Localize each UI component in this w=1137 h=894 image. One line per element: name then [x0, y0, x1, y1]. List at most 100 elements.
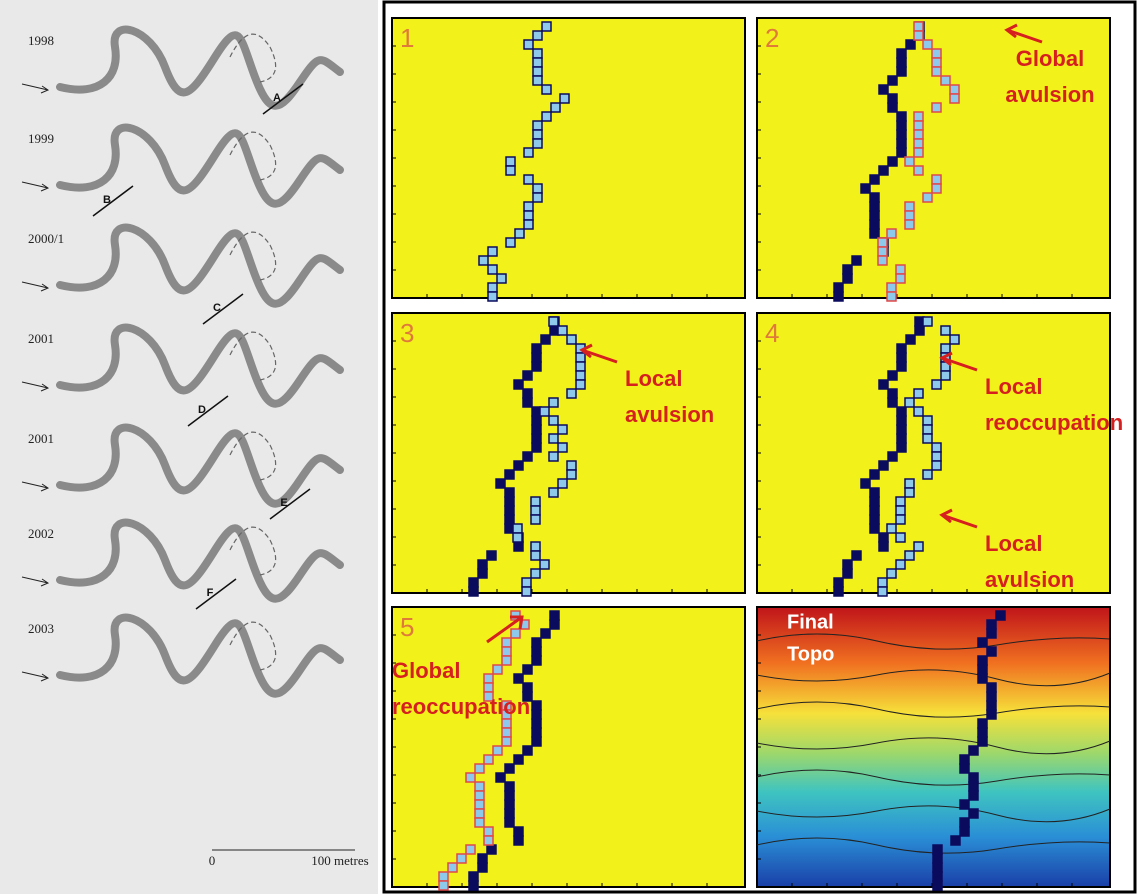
annotation: avulsion — [625, 402, 714, 427]
channel-cell — [484, 683, 493, 692]
channel-cell — [897, 112, 906, 121]
channel-cell — [861, 184, 870, 193]
channel-cell — [897, 434, 906, 443]
channel-cell — [439, 881, 448, 890]
channel-cell — [466, 773, 475, 782]
panel-number: 4 — [765, 318, 779, 348]
channel-cell — [933, 863, 942, 872]
channel-cell — [861, 479, 870, 488]
year-label: 2001 — [28, 331, 54, 346]
channel-cell — [567, 461, 576, 470]
channel-cell — [505, 515, 514, 524]
channel-cell — [905, 398, 914, 407]
channel-cell — [549, 452, 558, 461]
year-label: 2002 — [28, 526, 54, 541]
channel-cell — [843, 560, 852, 569]
channel-cell — [523, 746, 532, 755]
channel-cell — [897, 353, 906, 362]
channel-cell — [475, 791, 484, 800]
channel-cell — [533, 67, 542, 76]
annotation: Global — [1016, 46, 1084, 71]
panel-bg — [392, 607, 745, 887]
channel-cell — [479, 256, 488, 265]
channel-cell — [897, 58, 906, 67]
channel-cell — [475, 764, 484, 773]
channel-cell — [906, 335, 915, 344]
channel-cell — [978, 656, 987, 665]
channel-cell — [987, 683, 996, 692]
channel-cell — [897, 344, 906, 353]
channel-cell — [505, 791, 514, 800]
channel-cell — [897, 49, 906, 58]
channel-cell — [960, 755, 969, 764]
channel-cell — [960, 800, 969, 809]
channel-cell — [960, 818, 969, 827]
channel-cell — [905, 488, 914, 497]
channel-cell — [541, 335, 550, 344]
channel-cell — [524, 202, 533, 211]
channel-cell — [505, 497, 514, 506]
channel-cell — [878, 256, 887, 265]
channel-cell — [488, 292, 497, 301]
channel-cell — [549, 488, 558, 497]
channel-cell — [550, 620, 559, 629]
channel-cell — [514, 461, 523, 470]
channel-cell — [532, 701, 541, 710]
channel-cell — [532, 443, 541, 452]
scale-start: 0 — [209, 853, 216, 868]
annotation: Local — [985, 531, 1042, 556]
channel-cell — [834, 283, 843, 292]
section-label: D — [198, 404, 206, 416]
channel-cell — [852, 551, 861, 560]
channel-cell — [870, 202, 879, 211]
channel-cell — [897, 362, 906, 371]
channel-cell — [532, 719, 541, 728]
channel-cell — [915, 326, 924, 335]
channel-cell — [897, 425, 906, 434]
channel-cell — [870, 515, 879, 524]
channel-cell — [914, 389, 923, 398]
channel-cell — [933, 881, 942, 890]
channel-cell — [505, 470, 514, 479]
panel: FinalTopo — [757, 607, 1110, 890]
channel-cell — [969, 791, 978, 800]
section-label: F — [207, 587, 214, 599]
channel-cell — [834, 587, 843, 596]
channel-cell — [532, 638, 541, 647]
channel-cell — [469, 587, 478, 596]
channel-cell — [506, 238, 515, 247]
channel-cell — [505, 818, 514, 827]
channel-cell — [834, 578, 843, 587]
channel-cell — [533, 130, 542, 139]
channel-cell — [488, 283, 497, 292]
channel-cell — [484, 836, 493, 845]
channel-cell — [484, 827, 493, 836]
channel-cell — [457, 854, 466, 863]
channel-cell — [932, 49, 941, 58]
channel-cell — [879, 166, 888, 175]
channel-cell — [475, 782, 484, 791]
channel-cell — [514, 836, 523, 845]
channel-cell — [932, 380, 941, 389]
channel-cell — [576, 353, 585, 362]
channel-cell — [478, 560, 487, 569]
channel-cell — [914, 112, 923, 121]
channel-cell — [879, 461, 888, 470]
channel-cell — [523, 389, 532, 398]
channel-cell — [888, 452, 897, 461]
channel-cell — [533, 76, 542, 85]
channel-cell — [540, 407, 549, 416]
channel-cell — [524, 40, 533, 49]
channel-cell — [532, 737, 541, 746]
channel-cell — [532, 434, 541, 443]
channel-cell — [932, 58, 941, 67]
annotation: reoccupation — [985, 410, 1123, 435]
annotation: avulsion — [1005, 82, 1094, 107]
channel-cell — [469, 872, 478, 881]
channel-cell — [923, 425, 932, 434]
channel-cell — [897, 407, 906, 416]
channel-cell — [905, 211, 914, 220]
channel-cell — [469, 881, 478, 890]
channel-cell — [897, 443, 906, 452]
